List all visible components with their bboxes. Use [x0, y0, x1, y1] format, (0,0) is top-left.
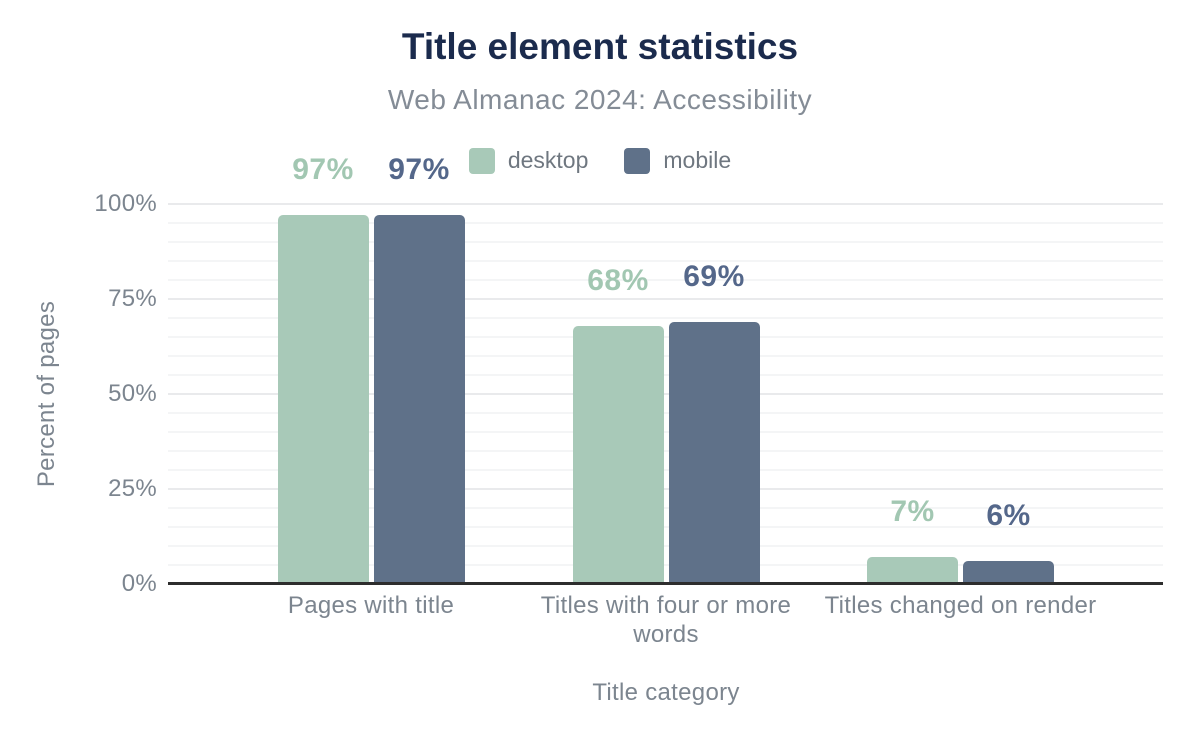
legend-item-mobile: mobile	[624, 147, 731, 174]
major-gridline	[168, 488, 1163, 490]
minor-gridline	[168, 507, 1163, 509]
minor-gridline	[168, 222, 1163, 224]
minor-gridline	[168, 564, 1163, 566]
bar-value-label-desktop-1: 68%	[587, 263, 649, 297]
minor-gridline	[168, 469, 1163, 471]
minor-gridline	[168, 526, 1163, 528]
y-tick-label-0: 0%	[121, 570, 157, 597]
major-gridline	[168, 298, 1163, 300]
minor-gridline	[168, 355, 1163, 357]
x-tick-label-2: Titles changed on render	[824, 592, 1097, 619]
legend-label-desktop: desktop	[507, 147, 589, 173]
bar-value-label-desktop-0: 97%	[292, 153, 354, 187]
bar-desktop-0	[277, 215, 369, 584]
minor-gridline	[168, 260, 1163, 262]
y-tick-label-50: 50%	[108, 380, 157, 407]
minor-gridline	[168, 336, 1163, 338]
bar-value-label-mobile-1: 69%	[683, 259, 745, 293]
bar-desktop-2	[867, 557, 958, 584]
bar-mobile-1	[668, 321, 760, 584]
legend-item-desktop: desktop	[468, 147, 589, 174]
major-gridline	[168, 203, 1163, 205]
y-tick-label-100: 100%	[94, 190, 157, 217]
legend: desktop mobile	[0, 147, 1200, 174]
bar-mobile-2	[963, 561, 1054, 584]
legend-label-mobile: mobile	[663, 147, 732, 173]
minor-gridline	[168, 374, 1163, 376]
minor-gridline	[168, 450, 1163, 452]
bar-mobile-0	[373, 215, 465, 584]
bar-value-label-desktop-2: 7%	[890, 495, 935, 529]
desktop-swatch-icon	[468, 147, 495, 174]
minor-gridline	[168, 317, 1163, 319]
minor-gridline	[168, 241, 1163, 243]
y-tick-label-75: 75%	[108, 285, 157, 312]
x-axis-title: Title category	[592, 679, 740, 706]
major-gridline	[168, 393, 1163, 395]
chart-subtitle: Web Almanac 2024: Accessibility	[387, 84, 813, 115]
minor-gridline	[168, 412, 1163, 414]
x-tick-label-1: Titles with four or more words	[540, 592, 792, 648]
x-tick-label-0: Pages with title	[287, 592, 455, 619]
minor-gridline	[168, 545, 1163, 547]
x-axis-line	[168, 582, 1163, 585]
bar-value-label-mobile-0: 97%	[388, 153, 450, 187]
chart-title: Title element statistics	[401, 26, 799, 67]
minor-gridline	[168, 279, 1163, 281]
y-tick-label-25: 25%	[108, 475, 157, 502]
bar-desktop-1	[572, 325, 664, 584]
bar-value-label-mobile-2: 6%	[986, 499, 1031, 533]
plot-area: 97% 68% 7% 97% 69% 6%	[168, 153, 1163, 585]
mobile-swatch-icon	[624, 147, 651, 174]
minor-gridline	[168, 431, 1163, 433]
